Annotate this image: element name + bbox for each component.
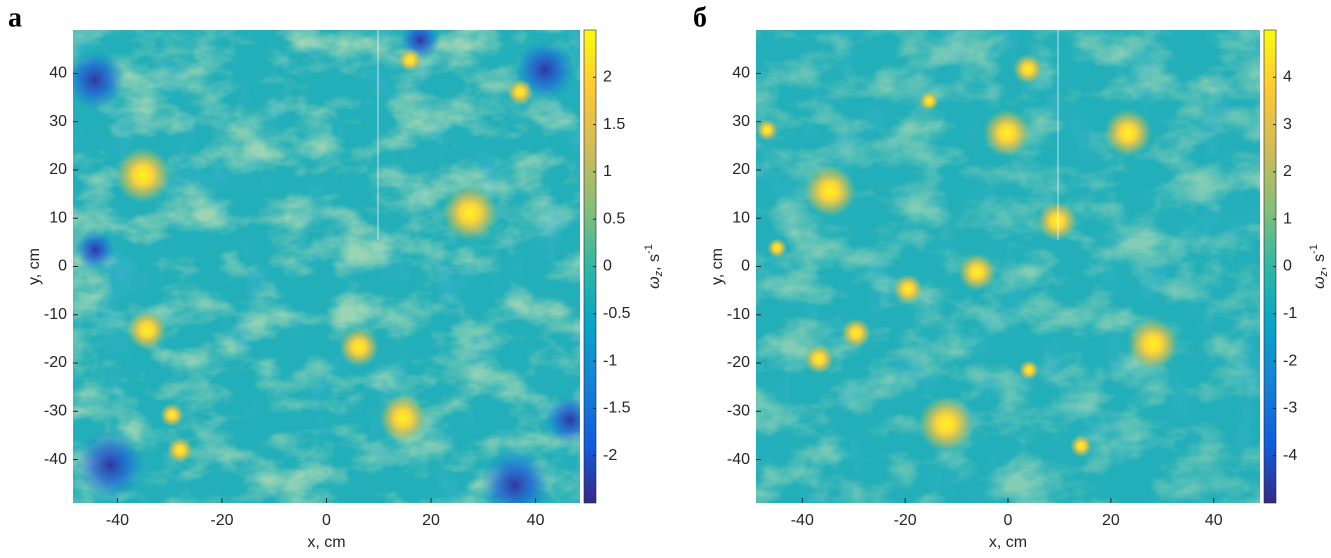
colorbar-tick-label: -1 — [603, 352, 617, 369]
y-tick-label: -30 — [44, 403, 67, 420]
x-tick-label: -20 — [210, 512, 233, 529]
colorbar-tick-label: 1.5 — [603, 116, 625, 133]
y-tick-label: 0 — [58, 258, 67, 275]
colorbar-tick-label: 0 — [1283, 258, 1292, 275]
colorbar-label-unit: , s — [646, 254, 663, 271]
colorbar-label-sub: z — [653, 270, 665, 277]
colorbar-label: ωz, s-1 — [1308, 244, 1330, 289]
y-tick-label: -40 — [44, 451, 67, 468]
x-tick-label: -20 — [894, 512, 917, 529]
y-tick-label: -30 — [727, 403, 750, 420]
colorbar-tick-label: -3 — [1283, 400, 1297, 417]
vorticity-field — [73, 30, 580, 503]
x-tick-label: 20 — [422, 512, 440, 529]
colorbar-tick-label: -1 — [1283, 305, 1297, 322]
colorbar-label-sup: -1 — [1308, 244, 1320, 254]
colorbar-tick-label: 3 — [1283, 116, 1292, 133]
y-tick-label: 0 — [741, 258, 750, 275]
y-tick-label: 30 — [49, 113, 67, 130]
colorbar-tick-label: 1 — [603, 163, 612, 180]
colorbar-label-symbol: ω — [646, 276, 663, 288]
colorbar-tick-label: -2 — [603, 447, 617, 464]
y-tick-label: 20 — [49, 161, 67, 178]
x-tick-label: 0 — [1004, 512, 1013, 529]
y-axis-label: y, cm — [26, 248, 43, 285]
x-tick-label: 20 — [1102, 512, 1120, 529]
colorbar-tick-label: -2 — [1283, 352, 1297, 369]
colorbar-label-symbol: ω — [1311, 276, 1328, 288]
y-tick-label: 30 — [732, 113, 750, 130]
vorticity-field — [756, 30, 1260, 503]
colorbar-tick-label: -0.5 — [603, 305, 631, 322]
colorbar-tick-label: 4 — [1283, 69, 1292, 86]
y-tick-label: -20 — [727, 354, 750, 371]
y-tick-label: -40 — [727, 451, 750, 468]
y-tick-label: 40 — [49, 65, 67, 82]
y-tick-label: 10 — [49, 209, 67, 226]
colorbar-tick-label: -1.5 — [603, 400, 631, 417]
x-axis-label: x, cm — [989, 534, 1027, 551]
x-tick-label: -40 — [791, 512, 814, 529]
colorbar-tick-label: 2 — [603, 69, 612, 86]
colorbar-tick-label: 0.5 — [603, 210, 625, 227]
y-tick-label: 20 — [732, 161, 750, 178]
panel-label: б — [693, 2, 707, 33]
y-tick-label: 10 — [732, 209, 750, 226]
colorbar-tick-label: 2 — [1283, 163, 1292, 180]
colorbar-tick-label: 1 — [1283, 210, 1292, 227]
x-tick-label: 40 — [1205, 512, 1223, 529]
x-tick-label: 40 — [527, 512, 545, 529]
colorbar-label: ωz, s-1 — [643, 244, 665, 289]
y-tick-label: 40 — [732, 65, 750, 82]
x-tick-label: -40 — [106, 512, 129, 529]
colorbar-tick-label: 0 — [603, 258, 612, 275]
colorbar-tick-label: -4 — [1283, 447, 1297, 464]
y-tick-label: -10 — [727, 306, 750, 323]
colorbar-label-sub: z — [1318, 270, 1330, 277]
x-axis-label: x, cm — [307, 534, 345, 551]
y-tick-label: -20 — [44, 354, 67, 371]
colorbar-label-unit: , s — [1311, 254, 1328, 271]
colorbar-label-sup: -1 — [643, 244, 655, 254]
x-tick-label: 0 — [322, 512, 331, 529]
panel-label: а — [8, 2, 22, 33]
y-tick-label: -10 — [44, 306, 67, 323]
y-axis-label: y, cm — [709, 248, 726, 285]
